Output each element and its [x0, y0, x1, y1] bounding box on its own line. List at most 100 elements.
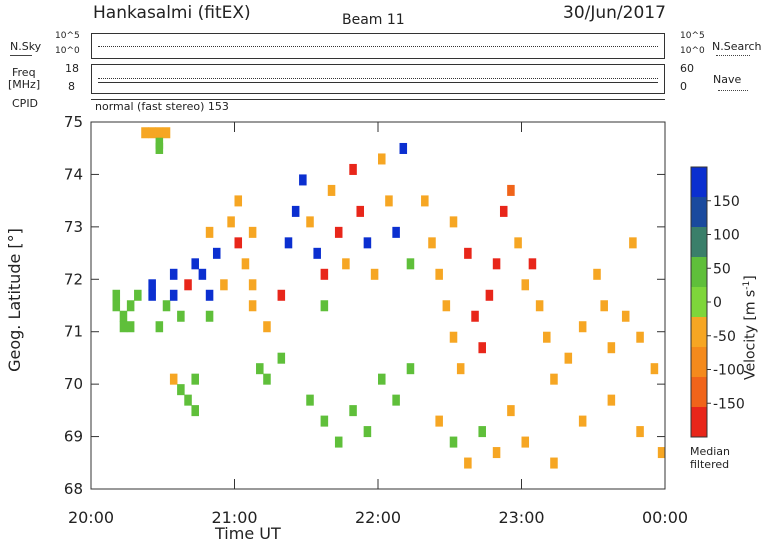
heatmap-cell — [169, 289, 178, 301]
heatmap-cell — [492, 258, 501, 270]
heatmap-cell — [349, 405, 357, 417]
nave-trace — [98, 82, 658, 83]
freq-trace — [98, 78, 658, 79]
colorbar-segment — [691, 197, 707, 228]
heatmap-cell — [442, 300, 451, 312]
heatmap-cell — [320, 300, 329, 312]
x-axis-ticks: 20:00 21:00 22:00 23:00 00:00 — [68, 122, 688, 527]
y-tick-label: 70 — [64, 375, 83, 393]
heatmap-cell — [636, 426, 644, 438]
heatmap-cell — [134, 289, 142, 301]
colorbar-tick-label: 0 — [713, 295, 722, 311]
heatmap-cell — [550, 373, 558, 385]
heatmap-cell — [370, 268, 379, 280]
heatmap-cell — [198, 268, 207, 280]
heatmap-cell — [578, 415, 587, 427]
heatmap-cell — [464, 247, 472, 259]
colorbar-tick-label: 100 — [713, 228, 740, 244]
heatmap-cell — [378, 373, 386, 385]
heatmap-cell — [650, 363, 659, 375]
nsearch-legend-line — [716, 55, 750, 56]
nsky-trace — [98, 46, 658, 47]
heatmap-cell — [621, 310, 630, 322]
cpid-line — [91, 99, 665, 100]
x-tick-label: 22:00 — [355, 508, 401, 527]
date-label: 30/Jun/2017 — [563, 3, 666, 23]
colorbar-tick-label: -100 — [713, 363, 745, 379]
y-axis-ticks: 75 74 73 72 71 70 69 68 — [64, 113, 665, 498]
heatmap-cell — [191, 405, 199, 417]
heatmap-cell — [248, 226, 257, 238]
median-line2: filtered — [690, 458, 730, 471]
colorbar-tick-label: 150 — [713, 194, 740, 210]
nave-tick-bottom: 0 — [680, 80, 687, 93]
heatmap-cell — [449, 216, 458, 228]
nsearch-tick-bottom: 10^0 — [680, 46, 705, 56]
colorbar-tick-label: -150 — [713, 396, 745, 412]
heatmap-cell — [241, 258, 250, 270]
median-line1: Median — [690, 445, 731, 458]
nsky-panel — [91, 33, 665, 59]
cpid-label: CPID — [12, 97, 39, 110]
heatmap-cell — [578, 321, 587, 333]
heatmap-cell — [342, 258, 350, 270]
heatmap-cell — [607, 394, 616, 406]
heatmap-cell — [392, 226, 400, 238]
heatmap-cell — [169, 373, 178, 385]
colorbar-tick-label: 50 — [713, 261, 731, 277]
heatmap-cell — [126, 300, 135, 312]
heatmap-cell — [435, 415, 443, 427]
y-tick-label: 71 — [64, 323, 83, 341]
x-tick-label: 20:00 — [68, 508, 114, 527]
heatmap-cell — [449, 436, 458, 448]
nave-label: Nave — [713, 73, 742, 86]
heatmap-cell — [499, 205, 508, 217]
y-axis-label: Geog. Latitude [°] — [5, 228, 24, 372]
nsky-label: N.Sky — [10, 40, 42, 53]
x-tick-label: 21:00 — [211, 508, 257, 527]
cpid-text: normal (fast stereo) 153 — [95, 100, 229, 113]
heatmap-cell — [543, 331, 551, 343]
heatmap-cell — [406, 258, 415, 270]
colorbar-tick-label: -50 — [713, 329, 736, 345]
colorbar-segment — [691, 257, 707, 288]
heatmap-cell — [535, 300, 544, 312]
colorbar-label-main: Velocity [m s — [742, 289, 759, 380]
heatmap-cell — [399, 142, 408, 154]
heatmap-cell — [126, 321, 135, 333]
heatmap-cell — [593, 268, 601, 280]
nsky-tick-bottom: 10^0 — [55, 46, 80, 56]
heatmap-cell — [148, 127, 156, 139]
heatmap-cell — [212, 247, 221, 259]
colorbar-segment — [691, 287, 707, 318]
station-title: Hankasalmi (fitEX) — [93, 3, 251, 23]
heatmap-cell — [507, 184, 515, 196]
heatmap-cell — [234, 195, 243, 207]
heatmap-cell — [657, 447, 666, 459]
heatmap-cell — [299, 174, 307, 186]
colorbar-segment — [691, 407, 707, 438]
freq-tick-bottom: 8 — [68, 80, 75, 93]
heatmap-cell — [406, 363, 415, 375]
heatmap-cell — [392, 394, 400, 406]
heatmap-cell — [636, 331, 644, 343]
colorbar-segment — [691, 167, 707, 198]
x-tick-label: 23:00 — [498, 508, 544, 527]
heatmap-cell — [521, 279, 530, 291]
heatmap-cell — [119, 310, 128, 322]
heatmap-cell — [334, 436, 343, 448]
heatmap-cell — [471, 310, 479, 322]
heatmap-cell — [119, 321, 128, 333]
heatmap-cell — [227, 216, 235, 228]
x-tick-label: 00:00 — [642, 508, 688, 527]
heatmap-cell — [205, 310, 214, 322]
heatmap-cell — [456, 363, 465, 375]
colorbar-segment — [691, 317, 707, 348]
colorbar-label-end: ] — [742, 275, 759, 281]
heatmap-cells — [112, 127, 666, 469]
heatmap-cell — [284, 237, 293, 249]
freq-label: Freq — [12, 66, 36, 79]
heatmap-cell — [162, 300, 171, 312]
heatmap-cell — [306, 394, 314, 406]
